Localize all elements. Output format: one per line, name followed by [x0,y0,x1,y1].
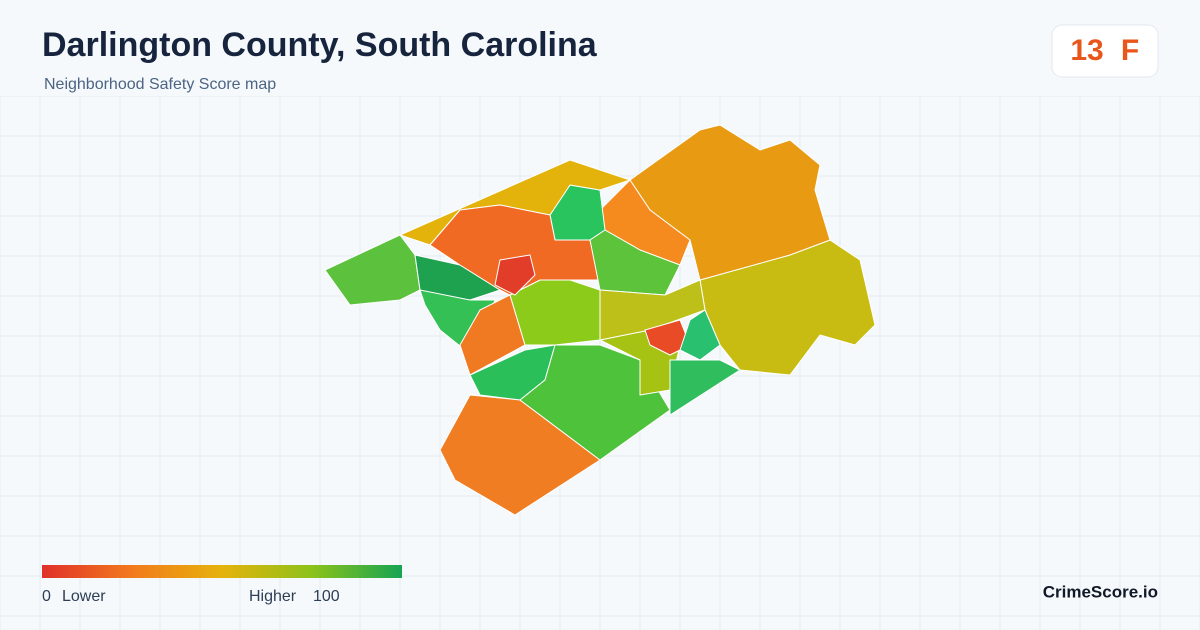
legend-max: 100 [313,588,340,605]
background-grid [0,95,1200,630]
header-band [0,0,1200,96]
title: Darlington County, South Carolina [42,26,598,64]
neighborhood-region [679,309,721,361]
neighborhood-region [494,254,536,296]
brand: CrimeScore.io [1043,582,1158,601]
legend-min: 0 [42,588,51,605]
score-grade: F [1121,34,1139,67]
legend-gradient [42,565,402,578]
score-value: 13 [1070,34,1103,67]
legend-high-label: Higher [249,588,297,605]
legend-low-label: Lower [62,588,106,605]
neighborhood-region [459,294,526,376]
subtitle: Neighborhood Safety Score map [44,76,276,93]
neighborhood-region [429,204,601,296]
neighborhood-region [509,279,601,346]
score-badge [1051,24,1159,78]
county-map [324,124,876,516]
